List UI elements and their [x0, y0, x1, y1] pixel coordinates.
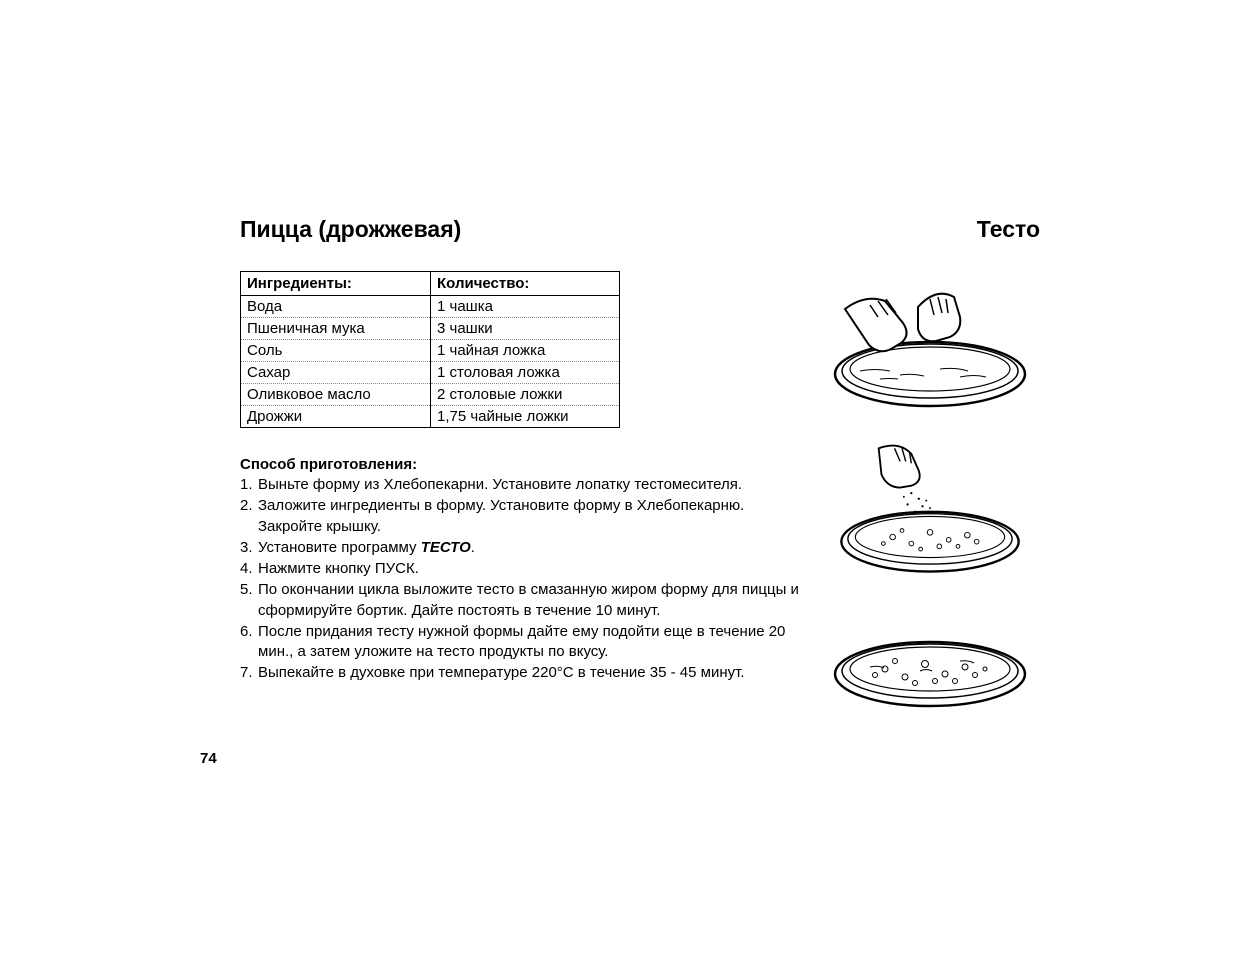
step-item: 6.После придания тесту нужной формы дайт… — [240, 622, 800, 663]
page-number: 74 — [200, 750, 217, 767]
ingredient-cell: Соль — [241, 340, 431, 362]
step-text: По окончании цикла выложите тесто в смаз… — [258, 580, 800, 621]
emphasis: ТЕСТО — [421, 539, 471, 556]
step-item: 4.Нажмите кнопку ПУСК. — [240, 559, 800, 579]
table-row: Вода1 чашка — [241, 296, 620, 318]
step-item: 7.Выпекайте в духовке при температуре 22… — [240, 663, 800, 683]
step-text: Выпекайте в духовке при температуре 220°… — [258, 663, 800, 683]
step-text: Выньте форму из Хлебопекарни. Установите… — [258, 475, 800, 495]
step-number: 6. — [240, 622, 258, 663]
ingredient-cell: Сахар — [241, 362, 431, 384]
pizza-step-spread-dough-icon — [830, 279, 1030, 419]
step-number: 1. — [240, 475, 258, 495]
step-number: 4. — [240, 559, 258, 579]
table-row: Оливковое масло2 столовые ложки — [241, 384, 620, 406]
ingredient-cell: Оливковое масло — [241, 384, 431, 406]
step-text: Нажмите кнопку ПУСК. — [258, 559, 800, 579]
method-heading: Способ приготовления: — [240, 456, 800, 473]
step-text: После придания тесту нужной формы дайте … — [258, 622, 800, 663]
table-row: Пшеничная мука3 чашки — [241, 318, 620, 340]
step-number: 2. — [240, 496, 258, 537]
step-number: 7. — [240, 663, 258, 683]
quantity-cell: 3 чашки — [431, 318, 620, 340]
step-number: 5. — [240, 580, 258, 621]
step-item: 3.Установите программу ТЕСТО. — [240, 538, 800, 558]
step-text: Заложите ингредиенты в форму. Установите… — [258, 496, 800, 537]
recipe-title: Пицца (дрожжевая) — [240, 216, 461, 243]
quantity-cell: 2 столовые ложки — [431, 384, 620, 406]
pizza-step-finished-icon — [830, 599, 1030, 739]
quantity-cell: 1 чайная ложка — [431, 340, 620, 362]
step-item: 2.Заложите ингредиенты в форму. Установи… — [240, 496, 800, 537]
quantity-cell: 1 чашка — [431, 296, 620, 318]
step-text: Установите программу ТЕСТО. — [258, 538, 800, 558]
section-title: Тесто — [977, 216, 1040, 243]
table-header-ingredient: Ингредиенты: — [241, 272, 431, 296]
step-number: 3. — [240, 538, 258, 558]
pizza-step-sprinkle-toppings-icon — [830, 439, 1030, 579]
step-item: 5.По окончании цикла выложите тесто в см… — [240, 580, 800, 621]
table-row: Сахар1 столовая ложка — [241, 362, 620, 384]
table-header-quantity: Количество: — [431, 272, 620, 296]
quantity-cell: 1,75 чайные ложки — [431, 406, 620, 428]
quantity-cell: 1 столовая ложка — [431, 362, 620, 384]
ingredients-table: Ингредиенты: Количество: Вода1 чашкаПшен… — [240, 271, 620, 428]
table-row: Дрожжи1,75 чайные ложки — [241, 406, 620, 428]
ingredient-cell: Вода — [241, 296, 431, 318]
ingredient-cell: Дрожжи — [241, 406, 431, 428]
illustrations-column — [830, 279, 1030, 739]
ingredient-cell: Пшеничная мука — [241, 318, 431, 340]
steps-list: 1.Выньте форму из Хлебопекарни. Установи… — [240, 475, 800, 684]
table-row: Соль1 чайная ложка — [241, 340, 620, 362]
step-item: 1.Выньте форму из Хлебопекарни. Установи… — [240, 475, 800, 495]
